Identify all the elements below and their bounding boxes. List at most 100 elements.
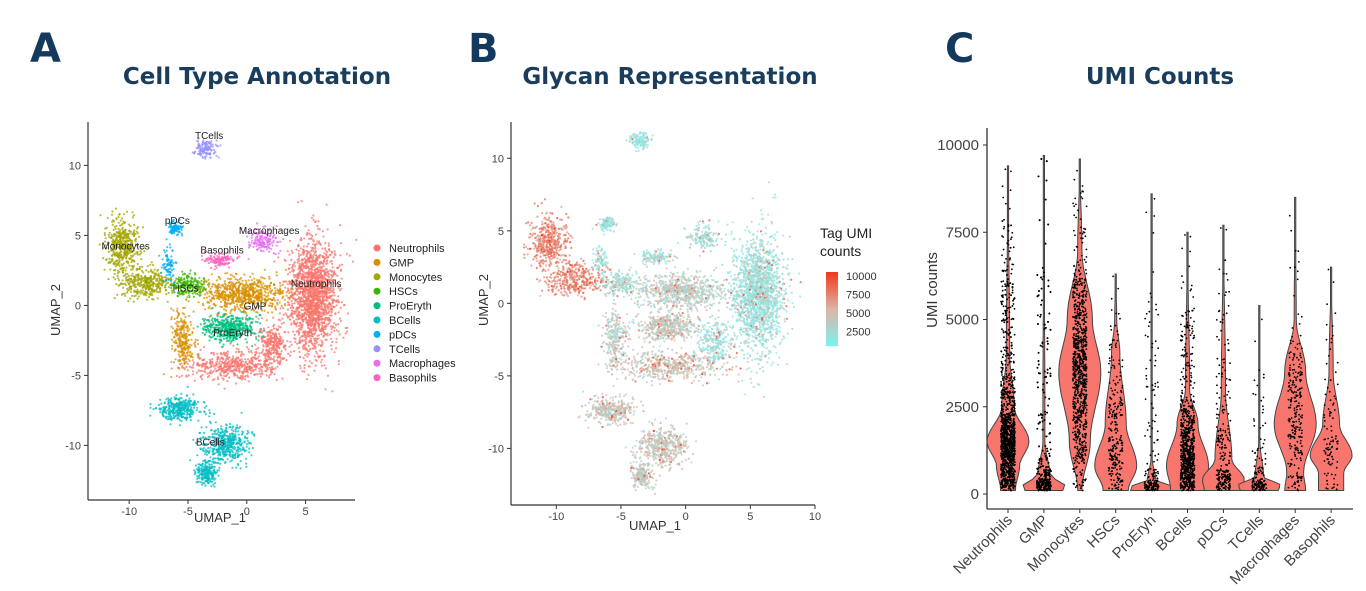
cell-point — [219, 374, 221, 376]
cell-point — [284, 259, 286, 261]
cell-point — [271, 311, 273, 313]
cell-point — [137, 254, 139, 256]
cell-point — [186, 376, 188, 378]
cell-point — [261, 370, 263, 372]
cell-point — [148, 271, 150, 273]
cell-point — [221, 368, 223, 370]
cell-point — [265, 370, 267, 372]
cell-point — [243, 274, 245, 276]
cell-point — [212, 283, 214, 285]
cell-point — [130, 275, 132, 277]
cell-point — [267, 344, 269, 346]
cell-point — [295, 299, 297, 301]
cell-point — [335, 338, 337, 340]
cell-point — [325, 339, 327, 341]
cell-point — [235, 300, 237, 302]
cell-point — [218, 276, 220, 278]
cell-point — [223, 375, 225, 377]
cell-point — [99, 214, 101, 216]
cell-point — [278, 338, 280, 340]
cell-point — [259, 363, 261, 365]
cell-point — [292, 316, 294, 318]
cell-point — [303, 357, 305, 359]
cell-point — [305, 343, 307, 345]
cell-point — [191, 331, 193, 333]
cell-point — [307, 310, 309, 312]
cell-point — [274, 287, 276, 289]
cell-point — [322, 230, 324, 232]
cell-point — [224, 371, 226, 373]
cell-point — [326, 204, 328, 206]
cell-point — [288, 292, 290, 294]
cell-point — [340, 242, 342, 244]
cell-point — [307, 295, 309, 297]
cell-point — [238, 348, 240, 350]
cell-point — [306, 253, 308, 255]
cell-point — [208, 306, 210, 308]
cell-point — [187, 339, 189, 341]
panel-letter-c: C — [945, 26, 974, 72]
cell-point — [273, 352, 275, 354]
cell-point — [115, 233, 117, 235]
cell-point — [321, 292, 323, 294]
cell-point — [309, 360, 311, 362]
cell-point — [281, 305, 283, 307]
cell-point — [321, 324, 323, 326]
cell-point — [224, 369, 226, 371]
cell-point — [291, 292, 293, 294]
cell-point — [210, 288, 212, 290]
cell-point — [158, 275, 160, 277]
cell-point — [297, 330, 299, 332]
cell-point — [172, 332, 174, 334]
cell-point — [276, 274, 278, 276]
cell-point — [217, 315, 219, 317]
cell-point — [189, 352, 191, 354]
cell-point — [301, 306, 303, 308]
cell-point — [152, 271, 154, 273]
cell-point — [299, 339, 301, 341]
cell-point — [309, 304, 311, 306]
cell-point — [114, 273, 116, 275]
cell-point — [300, 367, 302, 369]
cell-point — [273, 373, 275, 375]
cell-point — [325, 249, 327, 251]
cell-point — [281, 350, 283, 352]
cell-point — [206, 325, 208, 327]
cell-point — [292, 307, 294, 309]
cell-point — [244, 378, 246, 380]
cell-point — [125, 229, 127, 231]
cell-point — [236, 306, 238, 308]
cell-point — [263, 328, 265, 330]
cell-point — [304, 306, 306, 308]
cell-point — [258, 370, 260, 372]
cell-point — [246, 341, 248, 343]
cell-point — [219, 278, 221, 280]
cell-point — [150, 277, 152, 279]
cell-point — [187, 280, 189, 282]
cell-point — [235, 294, 237, 296]
cell-point — [139, 253, 141, 255]
cell-point — [333, 299, 335, 301]
cell-point — [243, 353, 245, 355]
cell-point — [242, 372, 244, 374]
cell-point — [299, 365, 301, 367]
cell-point — [179, 334, 181, 336]
cell-point — [175, 349, 177, 351]
cell-point — [289, 271, 291, 273]
cell-point — [326, 297, 328, 299]
cell-point — [313, 345, 315, 347]
cell-point — [138, 295, 140, 297]
cell-point — [253, 278, 255, 280]
cell-point — [243, 288, 245, 290]
cell-point — [137, 226, 139, 228]
cell-point — [231, 323, 233, 325]
cell-point — [240, 376, 242, 378]
cell-point — [200, 323, 202, 325]
cell-point — [242, 322, 244, 324]
cell-point — [139, 266, 141, 268]
cell-point — [258, 352, 260, 354]
cell-point — [251, 359, 253, 361]
cell-point — [306, 353, 308, 355]
cell-point — [313, 340, 315, 342]
cell-point — [199, 288, 201, 290]
